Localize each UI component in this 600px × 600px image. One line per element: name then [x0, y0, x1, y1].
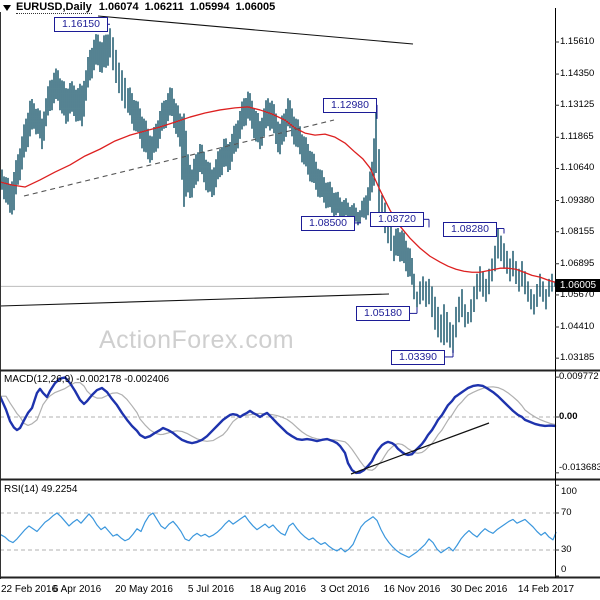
- chart-title-bar: EURUSD,Daily 1.06074 1.06211 1.05994 1.0…: [3, 0, 286, 14]
- ascending-dashed-trendline: [23, 119, 335, 197]
- quote-low: 1.05994: [189, 1, 230, 13]
- symbol-label: EURUSD,Daily: [16, 0, 92, 14]
- price-bars: [1, 28, 556, 353]
- watermark: ActionForex.com: [99, 326, 295, 354]
- quote-high: 1.06211: [144, 1, 184, 13]
- macd-trendline: [350, 422, 490, 475]
- trendline: [97, 15, 414, 45]
- rsi-line: [0, 512, 557, 559]
- macd-line: [0, 376, 557, 475]
- rsi-indicator-label: RSI(14) 49.2254: [4, 484, 78, 495]
- quote-open: 1.06074: [98, 1, 139, 13]
- quote-close: 1.06005: [235, 1, 276, 13]
- macd-signal-line: [0, 382, 556, 471]
- macd-indicator-label: MACD(12,26,9) -0.002178 -0.002406: [4, 374, 170, 385]
- moving-average-line: [0, 106, 556, 283]
- trendline: [0, 293, 390, 307]
- symbol-marker-icon: [3, 4, 11, 11]
